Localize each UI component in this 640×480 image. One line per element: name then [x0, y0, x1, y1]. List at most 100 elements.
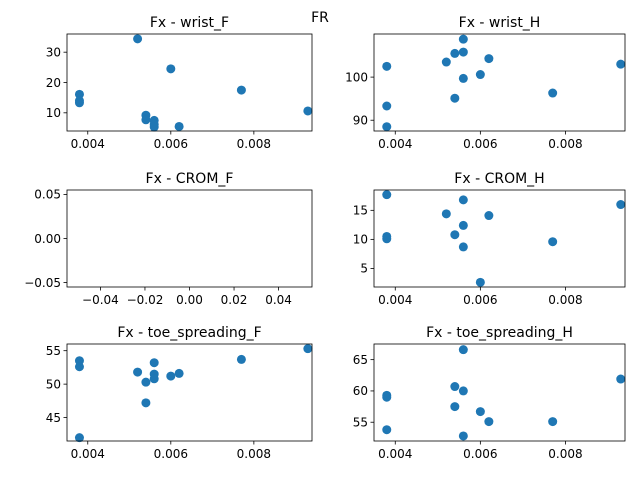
- data-point: [458, 73, 468, 83]
- data-point: [74, 89, 84, 99]
- data-point: [382, 122, 392, 132]
- x-tick-label: 0.008: [548, 447, 582, 461]
- x-tick-label: 0.008: [237, 137, 271, 151]
- data-point: [458, 34, 468, 44]
- data-point: [382, 234, 392, 244]
- subplot: Fx - wrist_H 0.004 0.006 0.008 90 100: [345, 15, 626, 151]
- data-point: [74, 433, 84, 443]
- x-tick-label: 0.004: [71, 447, 105, 461]
- y-tick-label: 0.05: [34, 188, 61, 202]
- data-point: [382, 101, 392, 111]
- data-point: [484, 417, 494, 427]
- data-point: [141, 398, 151, 408]
- x-tick-label: 0.00: [176, 293, 203, 307]
- y-tick-label: 10: [353, 233, 368, 247]
- axes-frame: [373, 343, 626, 442]
- data-point: [174, 368, 184, 378]
- data-point: [475, 70, 485, 80]
- subplot-title: Fx - wrist_H: [459, 15, 541, 31]
- data-point: [548, 417, 558, 427]
- subplot: Fx - toe_spreading_H 0.004 0.006 0.008 55 60 6…: [353, 325, 626, 461]
- y-tick-label: 5: [360, 262, 368, 276]
- data-point: [236, 85, 246, 95]
- data-point: [166, 64, 176, 74]
- x-tick-label: 0.008: [237, 447, 271, 461]
- subplot: Fx - CROM_F −0.04 −0.02 0.00 0.02 0.04 −0.05 0.…: [24, 171, 313, 307]
- data-point: [382, 425, 392, 435]
- subplot: Fx - CROM_H 0.004 0.006 0.008 5 10 15: [353, 171, 626, 307]
- data-point: [616, 374, 626, 384]
- y-tick-label: 50: [46, 377, 61, 391]
- data-point: [303, 344, 313, 354]
- x-tick-label: 0.004: [378, 137, 412, 151]
- data-point: [166, 371, 176, 381]
- data-point: [149, 374, 159, 384]
- data-point: [616, 59, 626, 69]
- data-point: [458, 220, 468, 230]
- x-tick-label: 0.008: [548, 293, 582, 307]
- data-point: [458, 242, 468, 252]
- data-point: [475, 407, 485, 417]
- figure-suptitle: FR: [311, 10, 329, 26]
- x-tick-label: 0.02: [221, 293, 248, 307]
- data-point: [133, 34, 143, 44]
- data-point: [458, 195, 468, 205]
- data-point: [174, 121, 184, 131]
- data-point: [450, 382, 460, 392]
- data-point: [382, 190, 392, 200]
- data-point: [458, 431, 468, 441]
- data-point: [450, 230, 460, 240]
- x-tick-label: −0.04: [82, 293, 119, 307]
- data-point: [303, 106, 313, 116]
- x-tick-label: 0.006: [154, 447, 188, 461]
- x-tick-label: 0.004: [378, 447, 412, 461]
- axes-frame: [66, 33, 313, 132]
- y-tick-label: 0.00: [34, 232, 61, 246]
- subplot-title: Fx - CROM_H: [454, 171, 544, 187]
- data-point: [74, 362, 84, 372]
- axes-frame: [373, 189, 626, 288]
- subplot: Fx - toe_spreading_F 0.004 0.006 0.008 45 50 5…: [46, 325, 313, 461]
- x-tick-label: −0.02: [127, 293, 164, 307]
- x-tick-label: 0.004: [378, 293, 412, 307]
- y-tick-label: 100: [345, 70, 368, 84]
- data-point: [475, 277, 485, 287]
- y-tick-label: 55: [46, 344, 61, 358]
- data-point: [74, 96, 84, 106]
- data-point: [382, 61, 392, 71]
- y-tick-label: 30: [46, 45, 61, 59]
- x-tick-label: 0.006: [463, 293, 497, 307]
- data-point: [450, 402, 460, 412]
- y-tick-label: 10: [46, 106, 61, 120]
- subplot-title: Fx - toe_spreading_H: [426, 325, 573, 341]
- axes-frame: [373, 33, 626, 132]
- data-point: [441, 209, 451, 219]
- data-point: [548, 237, 558, 247]
- x-tick-label: 0.006: [463, 447, 497, 461]
- data-point: [548, 88, 558, 98]
- y-tick-label: 55: [353, 416, 368, 430]
- y-tick-label: 65: [353, 353, 368, 367]
- subplot: Fx - wrist_F 0.004 0.006 0.008 10 20 30: [46, 15, 313, 151]
- y-tick-label: 60: [353, 384, 368, 398]
- data-point: [149, 122, 159, 132]
- x-tick-label: 0.008: [548, 137, 582, 151]
- data-point: [149, 358, 159, 368]
- data-point: [141, 115, 151, 125]
- data-point: [236, 354, 246, 364]
- y-tick-label: 15: [353, 204, 368, 218]
- data-point: [133, 367, 143, 377]
- subplot-title: Fx - toe_spreading_F: [117, 325, 261, 341]
- data-point: [141, 377, 151, 387]
- x-tick-label: 0.004: [71, 137, 105, 151]
- data-point: [484, 54, 494, 64]
- data-point: [441, 57, 451, 67]
- axes-frame: [66, 343, 313, 442]
- y-tick-label: −0.05: [24, 276, 61, 290]
- data-point: [382, 392, 392, 402]
- x-tick-label: 0.006: [154, 137, 188, 151]
- data-point: [458, 345, 468, 355]
- subplot-title: Fx - CROM_F: [146, 171, 234, 187]
